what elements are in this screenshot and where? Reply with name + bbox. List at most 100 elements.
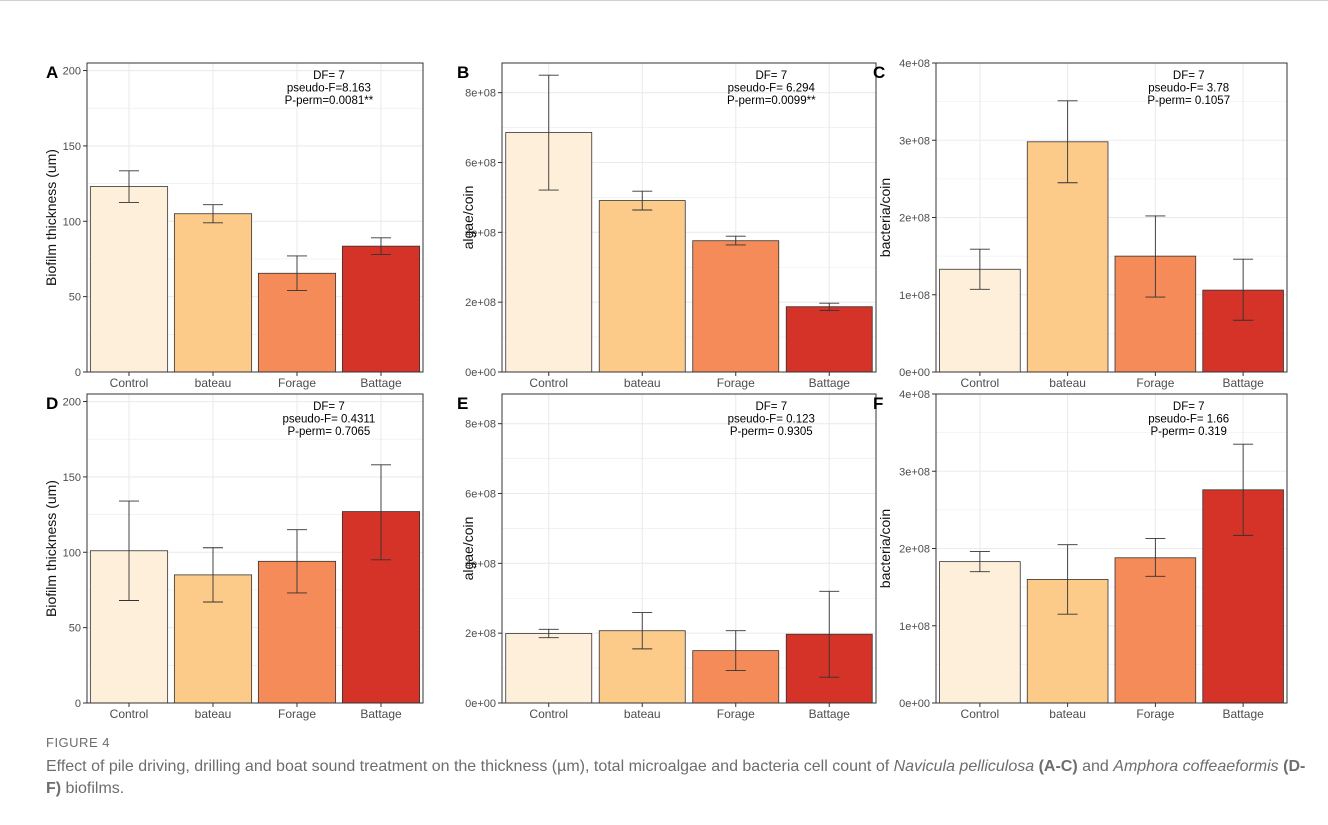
panel-d-y-tick-label: 150 [63, 472, 81, 484]
panel-f-y-tick-label: 2e+08 [899, 544, 930, 556]
panel-c-y-tick-label: 4e+08 [899, 58, 930, 70]
panel-b-y-axis-title: algae/coin [460, 186, 476, 250]
panel-d-letter: D [46, 394, 58, 413]
panel-f-y-tick-label: 1e+08 [899, 621, 930, 633]
panel-f-annotation-line: pseudo-F= 1.66 [1148, 414, 1229, 426]
panel-f-x-tick-label: Forage [1136, 707, 1174, 721]
caption-ref2: (D-F) [46, 758, 1306, 797]
panel-f-x-tick-label: Battage [1222, 707, 1264, 721]
panel-d-annotation-line: DF= 7 [313, 401, 345, 413]
panel-b-bar-bateau [598, 200, 686, 373]
caption-part3: biofilms. [61, 780, 125, 797]
panel-a-annotation-line: DF= 7 [313, 70, 345, 82]
panel-b-annotation-line: DF= 7 [755, 70, 787, 82]
panel-f-y-tick-label: 0e+00 [899, 698, 930, 710]
panel-e-y-tick-label: 6e+08 [465, 489, 496, 501]
panel-a-bar-bateau [173, 213, 253, 373]
panel-e-y-tick-label: 0e+00 [465, 698, 496, 710]
panel-a-y-tick-label: 100 [63, 216, 81, 228]
panel-f-bar-forage [1114, 557, 1197, 704]
caption-species2: Amphora coffeaeformis [1113, 758, 1279, 775]
panel-a-x-tick-label: Battage [360, 376, 402, 390]
panel-c-y-tick-label: 1e+08 [899, 290, 930, 302]
panel-e-annotation-line: P-perm= 0.9305 [730, 426, 813, 438]
panel-b-y-tick-label: 8e+08 [465, 88, 496, 100]
panel-f-bar-control [939, 561, 1021, 704]
panel-e-x-tick-label: bateau [624, 707, 661, 721]
panel-e-annotation-line: pseudo-F= 0.123 [728, 414, 815, 426]
panel-d-y-axis-title: Biofilm thickness (um) [43, 480, 59, 617]
caption-part2: and [1077, 758, 1114, 775]
panel-b-annotation-line: P-perm=0.0099** [727, 95, 816, 107]
panel-f-annotation-line: DF= 7 [1173, 401, 1205, 413]
panel-b-x-tick-label: Control [529, 376, 568, 390]
panel-a-y-tick-label: 200 [63, 66, 81, 78]
panel-a-y-tick-label: 50 [69, 292, 81, 304]
panel-b-bar-forage [692, 240, 780, 373]
panel-c-y-axis-title: bacteria/coin [877, 178, 893, 257]
panel-d-y-tick-label: 0 [75, 698, 81, 710]
panel-e-y-axis-title: algae/coin [460, 517, 476, 581]
panel-d-y-tick-label: 200 [63, 397, 81, 409]
panel-f-x-tick-label: bateau [1049, 707, 1086, 721]
panel-b-x-tick-label: bateau [624, 376, 661, 390]
panel-c-letter: C [873, 63, 885, 82]
panel-a-bar-battage [341, 245, 421, 373]
panel-c-y-tick-label: 0e+00 [899, 367, 930, 379]
panel-f-annotation-line: P-perm= 0.319 [1151, 426, 1227, 438]
panel-c-x-tick-label: bateau [1049, 376, 1086, 390]
panel-f-y-tick-label: 4e+08 [899, 389, 930, 401]
panel-e-bar-control [505, 633, 593, 704]
panel-a-x-tick-label: Control [110, 376, 149, 390]
panel-e-x-tick-label: Control [529, 707, 568, 721]
panel-d-annotation-line: P-perm= 0.7065 [288, 426, 371, 438]
top-rule [0, 0, 1328, 1]
panel-b-x-tick-label: Battage [809, 376, 851, 390]
caption-species1: Navicula pelliculosa [893, 758, 1035, 775]
panel-e-annotation-line: DF= 7 [755, 401, 787, 413]
panel-c-y-tick-label: 3e+08 [899, 135, 930, 147]
panel-e-border [501, 393, 877, 704]
panel-b-x-tick-label: Forage [717, 376, 755, 390]
panel-d-x-tick-label: Battage [360, 707, 402, 721]
panel-e-x-tick-label: Battage [809, 707, 851, 721]
panel-c-y-tick-label: 2e+08 [899, 213, 930, 225]
panel-f-letter: F [873, 394, 883, 413]
panel-b-y-tick-label: 2e+08 [465, 297, 496, 309]
panel-c-annotation-line: pseudo-F= 3.78 [1148, 83, 1229, 95]
panel-b-bar-battage [785, 306, 873, 373]
panel-a-bar-control [89, 186, 169, 373]
caption-ref1: (A-C) [1034, 758, 1078, 775]
panel-b-annotation-line: pseudo-F= 6.294 [728, 83, 816, 95]
panel-c-annotation-line: DF= 7 [1173, 70, 1205, 82]
panel-e-y-tick-label: 4e+08 [465, 558, 496, 570]
panel-e-y-tick-label: 8e+08 [465, 419, 496, 431]
figure-panels: 0 50 100 150 200 Control bateau Forage Battage Bi… [43, 58, 1288, 721]
panel-f-y-axis-title: bacteria/coin [877, 509, 893, 588]
figure-caption: FIGURE 4 Effect of pile driving, drillin… [46, 735, 1306, 800]
panel-d-y-tick-label: 100 [63, 547, 81, 559]
panel-b-y-tick-label: 6e+08 [465, 158, 496, 170]
panel-b-y-tick-label: 0e+00 [465, 367, 496, 379]
panel-d-x-tick-label: bateau [195, 707, 232, 721]
panel-e-y-tick-label: 2e+08 [465, 628, 496, 640]
panel-f-x-tick-label: Control [961, 707, 1000, 721]
panel-d-x-tick-label: Forage [278, 707, 316, 721]
panel-c-x-tick-label: Forage [1136, 376, 1174, 390]
panel-a-x-tick-label: Forage [278, 376, 316, 390]
panel-c-annotation-line: P-perm= 0.1057 [1147, 95, 1230, 107]
panel-a-border [86, 62, 424, 373]
panel-a-y-tick-label: 150 [63, 141, 81, 153]
panel-d-border [86, 393, 424, 704]
panel-b-letter: B [457, 63, 469, 82]
panel-a-x-tick-label: bateau [195, 376, 232, 390]
panel-a-annotation-line: P-perm=0.0081** [285, 95, 374, 107]
panel-a-y-tick-label: 0 [75, 367, 81, 379]
panel-d-annotation-line: pseudo-F= 0.4311 [283, 414, 376, 426]
panel-c-x-tick-label: Control [961, 376, 1000, 390]
figure-label: FIGURE 4 [46, 735, 110, 750]
panel-b-y-tick-label: 4e+08 [465, 227, 496, 239]
panel-c-x-tick-label: Battage [1222, 376, 1264, 390]
panel-a-letter: A [46, 63, 58, 82]
panel-d-x-tick-label: Control [110, 707, 149, 721]
